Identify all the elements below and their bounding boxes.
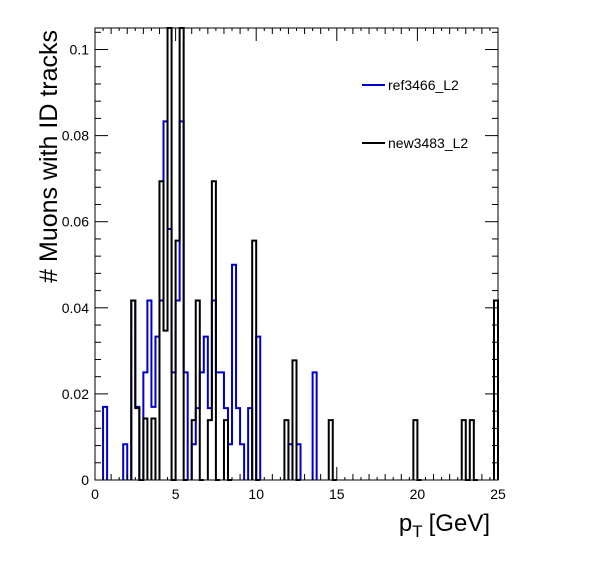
legend: ref3466_L2 new3483_L2 — [362, 77, 468, 151]
legend-label: ref3466_L2 — [388, 77, 459, 93]
y-tick-label: 0.04 — [62, 300, 89, 316]
x-tick-label: 10 — [248, 486, 264, 502]
ticks-layer: 0 5 10 15 20 25 0 0.02 0.04 0.06 0.08 0.1 — [62, 28, 506, 502]
x-axis-title-sub: T — [412, 522, 422, 541]
y-tick-label: 0.02 — [62, 386, 89, 402]
bin-new3483_L2-6 — [164, 331, 168, 480]
x-tick-label: 5 — [172, 486, 180, 502]
y-tick-label: 0.08 — [62, 128, 89, 144]
legend-label: new3483_L2 — [388, 135, 468, 151]
x-tick-label: 20 — [410, 486, 426, 502]
series-line-new3483_L2 — [130, 27, 499, 481]
x-axis-title-unit: [GeV] — [429, 510, 490, 537]
legend-entry-ref3466_L2: ref3466_L2 — [362, 77, 459, 93]
y-tick-label: 0.06 — [62, 214, 89, 230]
series-layer — [102, 27, 499, 481]
x-tick-label: 0 — [91, 486, 99, 502]
legend-entry-new3483_L2: new3483_L2 — [362, 135, 468, 151]
y-axis-title: # Muons with ID tracks — [35, 30, 63, 283]
x-tick-label: 15 — [329, 486, 345, 502]
y-tick-label: 0 — [81, 472, 89, 488]
x-axis-title: pT [GeV] — [399, 510, 490, 541]
x-axis-title-main: p — [399, 510, 412, 537]
series-new3483_L2 — [130, 27, 499, 481]
y-tick-label: 0.1 — [70, 42, 90, 58]
x-tick-label: 25 — [490, 486, 506, 502]
